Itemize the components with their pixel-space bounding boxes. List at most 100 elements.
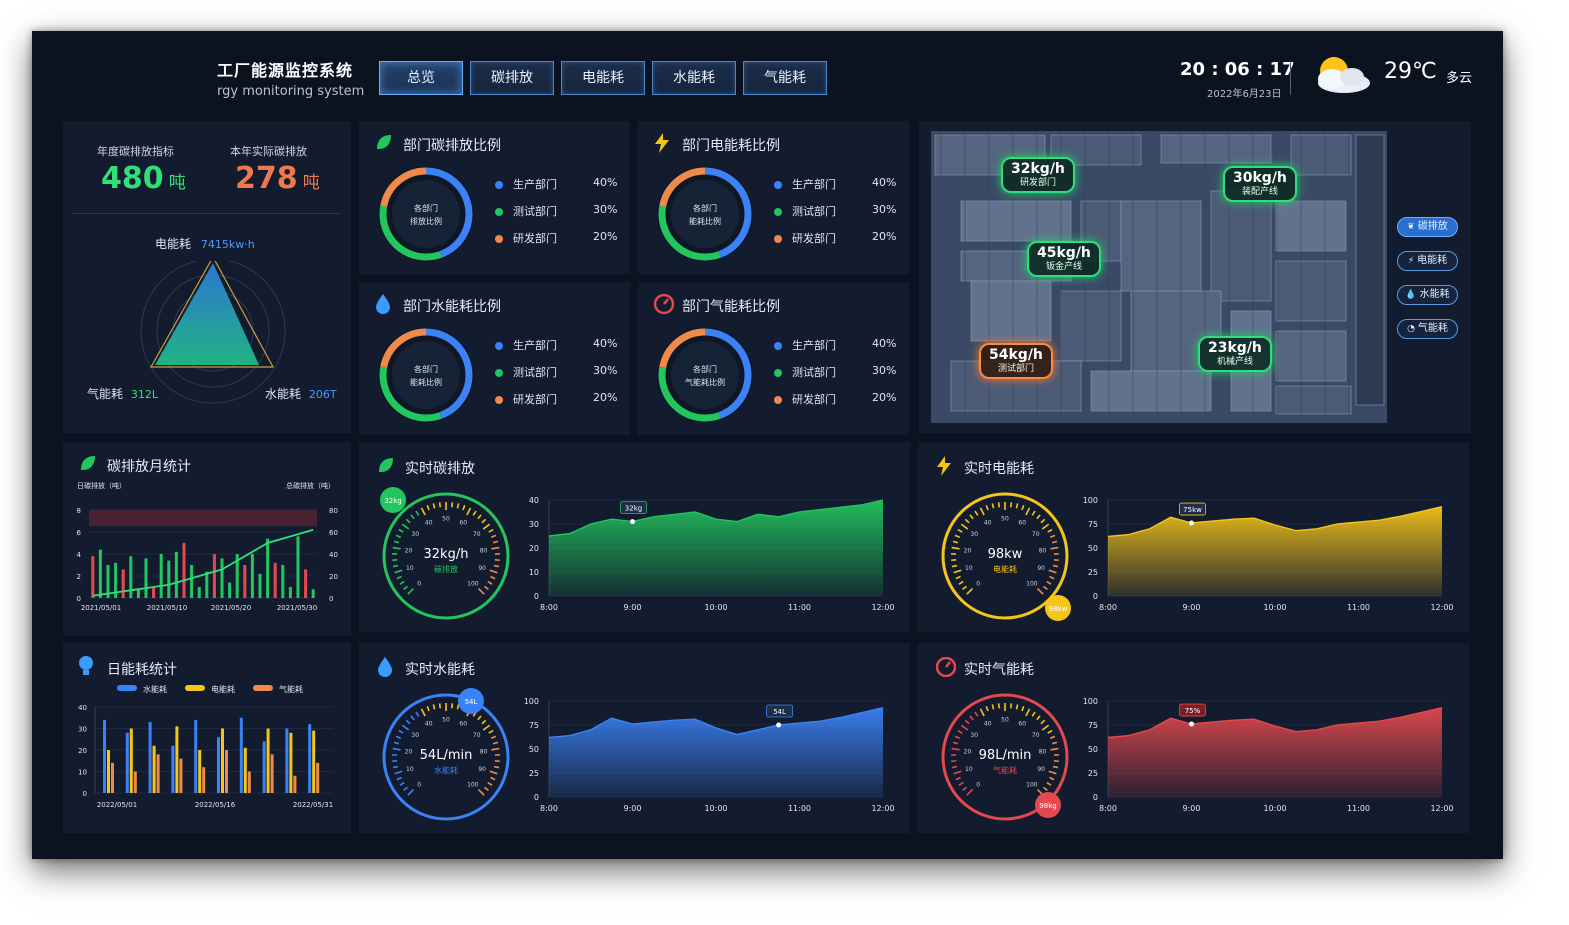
map-tag-value: 23kg/h xyxy=(1208,340,1262,356)
legend-pct: 20% xyxy=(593,391,618,404)
tooltip-text: 32kg xyxy=(625,505,642,513)
floor-plan-block xyxy=(1275,330,1347,382)
daily-carbon-bar xyxy=(144,558,148,598)
donut-center xyxy=(671,341,739,409)
gauge-tick xyxy=(951,747,960,751)
map-filter-button[interactable]: ⚡ 电能耗 xyxy=(1397,251,1458,271)
gauge-tick xyxy=(1036,587,1044,595)
tab-gas[interactable]: 气能耗 xyxy=(743,61,827,95)
ratio-panel: 部门水能耗比例 各部门 能耗比例 生产部门 40% 测试部门 30% 研发部门 20… xyxy=(359,282,630,435)
annual-target-label: 年度碳排放指标 xyxy=(97,145,174,158)
gauge-badge xyxy=(1035,792,1061,818)
gauge-tick xyxy=(951,765,958,769)
x-tick: 10:00 xyxy=(1263,603,1286,612)
gauge-tick-label: 100 xyxy=(467,781,479,788)
realtime-gauge: 0 10 20 30 40 50 60 70 80 90 100 98L/min 气能耗 98kg xyxy=(941,693,1069,821)
tooltip-point[interactable] xyxy=(630,519,635,525)
gauge-tick xyxy=(1021,505,1025,511)
gauge-tick xyxy=(953,569,962,574)
tooltip-text: 75% xyxy=(1185,707,1201,715)
map-tag[interactable]: 45kg/h 钣金产线 xyxy=(1027,241,1101,277)
gauge-value: 54L/min xyxy=(420,748,473,763)
realtime-area-chart: 100 75 50 25 0 75kw 8:00 9:00 10:00 11:00 12:00 xyxy=(1083,496,1454,612)
gauge-icon: ◔ xyxy=(1407,324,1415,334)
gauge-tick xyxy=(1049,534,1056,538)
realtime-title: 实时水能耗 xyxy=(405,662,475,678)
x-tick: 2022/05/31 xyxy=(293,801,333,809)
legend-name: 生产部门 xyxy=(792,339,836,352)
gauge-tick xyxy=(960,724,969,731)
x-tick: 11:00 xyxy=(788,804,811,813)
donut-slice xyxy=(658,167,752,261)
x-tick: 2021/05/20 xyxy=(211,604,251,612)
tab-electric[interactable]: 电能耗 xyxy=(561,61,645,95)
donut-center xyxy=(392,180,460,248)
tooltip-point[interactable] xyxy=(776,722,782,728)
y-tick: 0 xyxy=(534,592,539,601)
ratio-legend-item: 测试部门 30% xyxy=(495,203,617,219)
actual-emission: 278 吨 xyxy=(235,161,320,196)
gauge-tick xyxy=(395,735,402,739)
map-filter-button[interactable]: ◔ 气能耗 xyxy=(1397,319,1458,339)
realtime-panel: 实时气能耗 0 10 20 30 40 50 60 70 80 90 100 98L/min 气能耗 98k… xyxy=(918,643,1469,833)
tab-carbon[interactable]: 碳排放 xyxy=(470,61,554,95)
legend-dot xyxy=(774,369,782,377)
gauge-tick-label: 0 xyxy=(976,580,980,587)
gauge-tick-label: 50 xyxy=(442,516,450,523)
daily-carbon-bar xyxy=(258,573,262,598)
energy-bar xyxy=(239,717,243,793)
map-tag[interactable]: 23kg/h 机械产线 xyxy=(1198,336,1272,372)
area-line xyxy=(1107,707,1443,739)
donut-center-line: 气能耗比例 xyxy=(685,377,725,387)
map-filter-button[interactable]: ❦ 碳排放 xyxy=(1397,217,1458,237)
map-tag[interactable]: 32kg/h 研发部门 xyxy=(1001,157,1075,193)
gauge-tick-label: 60 xyxy=(459,520,467,527)
gauge-tick-label: 10 xyxy=(406,766,414,773)
tab-overview[interactable]: 总览 xyxy=(379,61,463,95)
daily-carbon-bar xyxy=(114,562,118,598)
lightbulb-icon xyxy=(77,655,95,681)
daily-carbon-bar xyxy=(296,536,300,598)
ratio-legend-item: 测试部门 30% xyxy=(774,364,896,380)
tooltip-box xyxy=(620,501,647,514)
gauge-tick-label: 90 xyxy=(1037,766,1045,773)
map-tag[interactable]: 54kg/h 测试部门 xyxy=(979,343,1053,379)
tab-water[interactable]: 水能耗 xyxy=(652,61,736,95)
gauge-tick xyxy=(1046,580,1052,585)
map-filter-button[interactable]: 💧 水能耗 xyxy=(1397,285,1458,305)
axis-label-left: 日碳排放（吨） xyxy=(77,482,126,490)
gauge-outer-ring xyxy=(941,492,1069,620)
gauge-tick xyxy=(426,706,430,712)
x-tick: 12:00 xyxy=(1430,603,1453,612)
factory-floor-plan[interactable] xyxy=(931,131,1387,423)
x-tick: 2021/05/01 xyxy=(81,604,121,612)
map-tag[interactable]: 30kg/h 装配产线 xyxy=(1223,166,1297,202)
legend-dot xyxy=(774,208,782,216)
gauge-value: 98L/min xyxy=(979,748,1032,763)
ratio-panel: 部门气能耗比例 各部门 气能耗比例 生产部门 40% 测试部门 30% 研发部门 2… xyxy=(638,282,909,435)
realtime-gauge: 0 10 20 30 40 50 60 70 80 90 100 98kw 电能耗 98kw xyxy=(941,492,1071,621)
realtime-panel: 实时电能耗 0 10 20 30 40 50 60 70 80 90 100 98kw 电能耗 98kw 10… xyxy=(918,442,1469,632)
radar-electric: 电能耗 7415kw·h xyxy=(155,235,255,252)
tooltip-point[interactable] xyxy=(1189,721,1194,727)
legend-label: 气能耗 xyxy=(279,684,303,694)
daily-carbon-bar xyxy=(250,554,254,598)
radar-chart xyxy=(140,261,286,404)
gauge-tick-label: 90 xyxy=(478,766,486,773)
tooltip-point[interactable] xyxy=(1189,520,1194,526)
gauge-tick-label: 0 xyxy=(417,580,421,587)
annual-target-unit: 吨 xyxy=(168,173,186,193)
radar-water-label: 水能耗 xyxy=(265,387,302,401)
gauge-tick xyxy=(491,546,500,550)
legend-dot xyxy=(774,342,782,350)
gauge-outer-ring xyxy=(941,693,1069,821)
y-tick: 40 xyxy=(78,704,87,712)
gauge-tick-label: 30 xyxy=(411,732,419,739)
gauge-tick-label: 20 xyxy=(405,749,413,756)
gauge-tick xyxy=(438,703,442,709)
legend-dot xyxy=(495,396,503,404)
y-tick-left: 4 xyxy=(77,551,82,559)
gauge-tick xyxy=(985,505,989,511)
gauge-tick xyxy=(392,765,399,769)
